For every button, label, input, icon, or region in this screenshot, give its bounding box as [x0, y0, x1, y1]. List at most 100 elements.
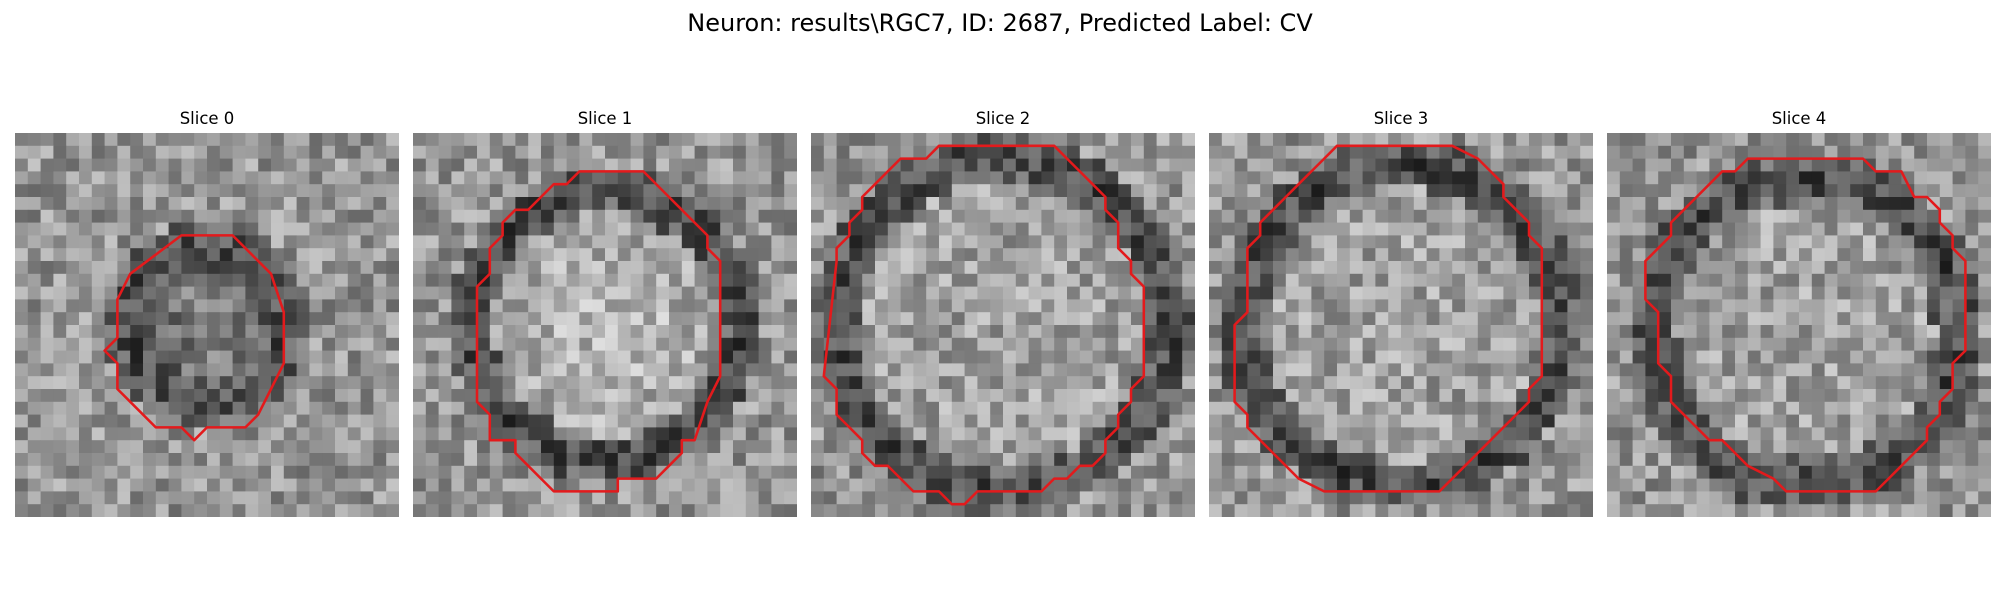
pixel	[1799, 325, 1813, 339]
pixel	[990, 171, 1004, 185]
pixel	[104, 273, 118, 287]
pixel	[1054, 325, 1068, 339]
pixel	[733, 376, 747, 390]
pixel	[1875, 312, 1889, 326]
pixel	[528, 350, 542, 364]
pixel	[733, 363, 747, 377]
pixel	[1747, 145, 1761, 159]
pixel	[207, 197, 221, 211]
pixel	[207, 261, 221, 275]
pixel	[990, 504, 1004, 517]
pixel	[309, 453, 323, 467]
pixel	[1863, 440, 1877, 454]
pixel	[1003, 337, 1017, 351]
pixel	[656, 209, 670, 223]
pixel	[1824, 158, 1838, 172]
pixel	[451, 440, 465, 454]
pixel	[309, 235, 323, 249]
pixel	[1375, 286, 1389, 300]
pixel	[913, 299, 927, 313]
pixel	[104, 363, 118, 377]
pixel	[1028, 171, 1042, 185]
pixel	[1773, 389, 1787, 403]
pixel	[464, 312, 478, 326]
pixel	[1619, 286, 1633, 300]
pixel	[617, 286, 631, 300]
pixel	[1811, 171, 1825, 185]
pixel	[758, 363, 772, 377]
pixel	[1786, 504, 1800, 517]
pixel	[1914, 312, 1928, 326]
pixel	[1554, 337, 1568, 351]
pixel	[1965, 491, 1979, 505]
pixel	[1401, 133, 1415, 147]
pixel	[528, 209, 542, 223]
pixel	[1465, 184, 1479, 198]
pixel	[951, 133, 965, 147]
pixel	[605, 158, 619, 172]
pixel	[1811, 158, 1825, 172]
pixel	[1978, 158, 1991, 172]
pixel	[1131, 248, 1145, 262]
pixel	[1607, 197, 1621, 211]
pixel	[168, 286, 182, 300]
pixel	[1003, 158, 1017, 172]
pixel	[1028, 453, 1042, 467]
pixel	[1439, 453, 1453, 467]
pixel	[1671, 248, 1685, 262]
pixel	[1041, 197, 1055, 211]
pixel	[258, 171, 272, 185]
pixel	[219, 401, 233, 415]
pixel	[1888, 376, 1902, 390]
pixel	[1234, 145, 1248, 159]
pixel	[1221, 427, 1235, 441]
pixel	[1978, 299, 1991, 313]
pixel	[643, 299, 657, 313]
pixel	[1607, 235, 1621, 249]
pixel	[811, 197, 825, 211]
pixel	[643, 504, 657, 517]
pixel	[836, 363, 850, 377]
pixel	[592, 376, 606, 390]
pixel	[502, 248, 516, 262]
pixel	[1696, 465, 1710, 479]
pixel	[258, 158, 272, 172]
pixel	[1092, 350, 1106, 364]
pixel	[258, 427, 272, 441]
pixel	[1209, 363, 1223, 377]
pixel	[1837, 184, 1851, 198]
pixel	[515, 312, 529, 326]
pixel	[1747, 478, 1761, 492]
pixel	[1273, 312, 1287, 326]
pixel	[1490, 299, 1504, 313]
pixel	[1285, 312, 1299, 326]
pixel	[1349, 401, 1363, 415]
pixel	[413, 158, 427, 172]
pixel	[1529, 312, 1543, 326]
pixel	[1490, 209, 1504, 223]
pixel	[592, 440, 606, 454]
pixel	[939, 299, 953, 313]
pixel	[27, 222, 41, 236]
pixel	[1786, 414, 1800, 428]
pixel	[1735, 286, 1749, 300]
pixel	[181, 133, 195, 147]
pixel	[1927, 145, 1941, 159]
pixel	[1234, 389, 1248, 403]
pixel	[707, 222, 721, 236]
pixel	[1401, 337, 1415, 351]
pixel	[1041, 440, 1055, 454]
pixel	[438, 350, 452, 364]
pixel	[245, 261, 259, 275]
pixel	[1811, 222, 1825, 236]
pixel	[1619, 158, 1633, 172]
pixel	[1824, 261, 1838, 275]
pixel	[1337, 222, 1351, 236]
pixel	[425, 171, 439, 185]
pixel	[1143, 427, 1157, 441]
pixel	[1285, 389, 1299, 403]
pixel	[1143, 504, 1157, 517]
pixel	[155, 145, 169, 159]
pixel	[66, 337, 80, 351]
pixel	[502, 440, 516, 454]
